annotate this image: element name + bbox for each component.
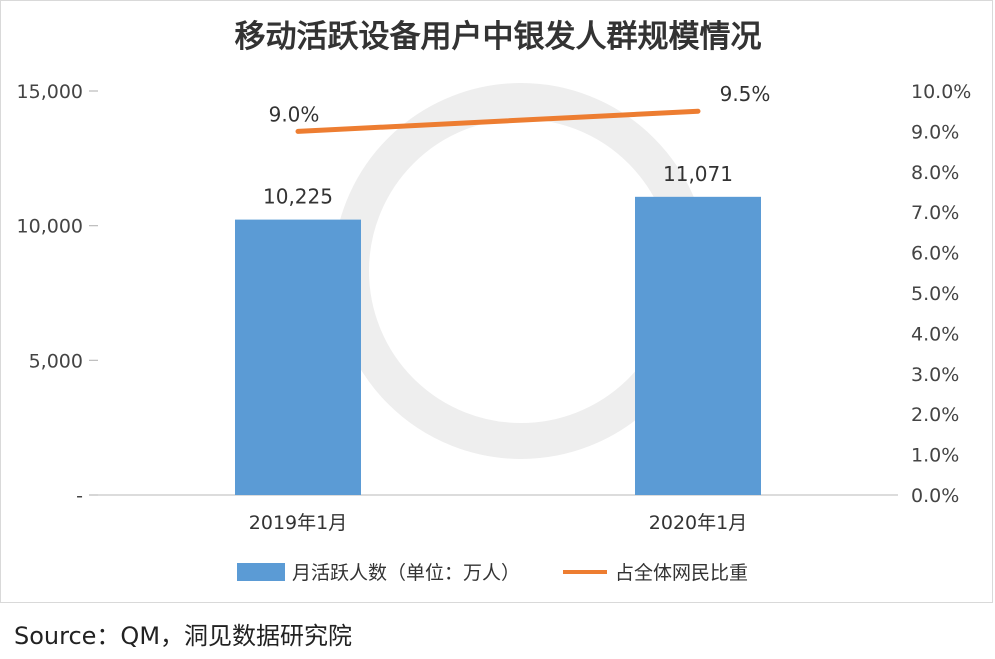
source-note: Source：QM，洞见数据研究院 — [14, 622, 353, 650]
legend: 月活跃人数（单位：万人） 占全体网民比重 — [237, 562, 748, 584]
left-tick-label: 15,000 — [17, 81, 83, 103]
right-tick-label: 3.0% — [911, 364, 959, 386]
line-value-label: 9.0% — [269, 102, 320, 126]
left-tick-label: 10,000 — [17, 216, 83, 238]
bar-data-labels: 10,225 11,071 — [263, 162, 733, 209]
legend-label-line: 占全体网民比重 — [615, 562, 748, 584]
legend-swatch-bar — [237, 563, 285, 581]
line-path — [295, 108, 701, 134]
line-value-label: 9.5% — [720, 82, 771, 106]
combo-chart: 移动活跃设备用户中银发人群规模情况 - 5,000 10,000 15,000 0.0… — [17, 19, 972, 584]
legend-label-bar: 月活跃人数（单位：万人） — [292, 562, 520, 584]
bar — [235, 219, 361, 495]
left-tick-label: - — [76, 485, 83, 507]
right-tick-label: 6.0% — [911, 243, 959, 265]
bar-value-label: 10,225 — [263, 185, 333, 209]
left-axis-ticks: - 5,000 10,000 15,000 — [17, 81, 98, 507]
right-tick-label: 10.0% — [911, 81, 971, 103]
chart-title: 移动活跃设备用户中银发人群规模情况 — [235, 19, 762, 55]
left-tick-label: 5,000 — [29, 350, 83, 372]
right-tick-label: 8.0% — [911, 162, 959, 184]
right-axis-ticks: 0.0% 1.0% 2.0% 3.0% 4.0% 5.0% 6.0% 7.0% 8.0% 9.0%… — [911, 81, 971, 507]
bar-value-label: 11,071 — [663, 162, 733, 186]
category-label: 2020年1月 — [649, 512, 747, 534]
chart-frame: 移动活跃设备用户中银发人群规模情况 - 5,000 10,000 15,000 0.0… — [0, 0, 993, 603]
right-tick-label: 2.0% — [911, 404, 959, 426]
line-data-labels: 9.0% 9.5% — [269, 82, 771, 126]
right-tick-label: 1.0% — [911, 445, 959, 467]
category-labels: 2019年1月 2020年1月 — [249, 512, 747, 534]
bar — [635, 196, 761, 496]
right-tick-label: 5.0% — [911, 283, 959, 305]
right-tick-label: 7.0% — [911, 202, 959, 224]
right-tick-label: 4.0% — [911, 323, 959, 345]
line-series — [295, 108, 701, 134]
right-tick-label: 9.0% — [911, 121, 959, 143]
category-label: 2019年1月 — [249, 512, 347, 534]
bar-series — [235, 196, 761, 496]
right-tick-label: 0.0% — [911, 485, 959, 507]
